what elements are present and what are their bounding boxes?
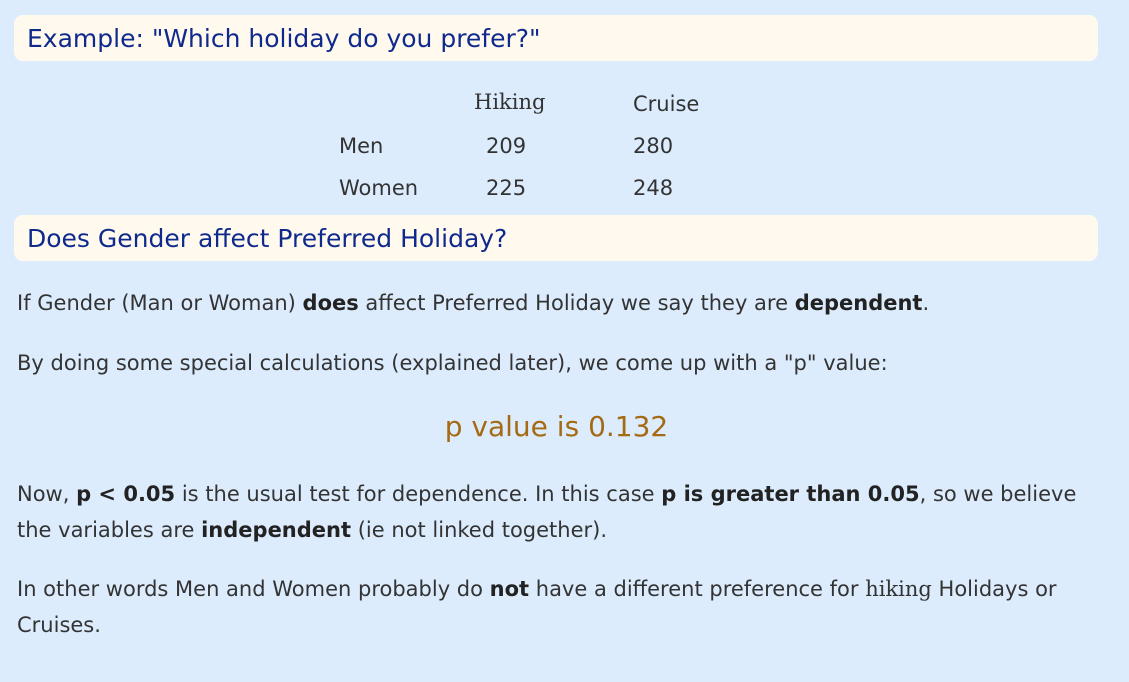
cell-women-cruise: 248: [633, 176, 674, 200]
para3-text-3: , so we believe the variables are: [17, 482, 1077, 542]
question-heading-text: Does Gender affect Preferred Holiday?: [27, 223, 508, 253]
col-header-hiking: Hiking: [474, 90, 546, 114]
row-label-men: Men: [339, 134, 384, 158]
col-header-cruise: Cruise: [633, 92, 700, 116]
paragraph-calculations: By doing some special calculations (expl…: [17, 351, 888, 375]
para1-bold-dependent: dependent: [794, 291, 923, 315]
para4-text-1: In other words Men and Women probably do: [17, 577, 490, 601]
para4-text-3: Holidays or Cruises.: [17, 577, 1057, 637]
para3-bold-independent: independent: [201, 518, 352, 542]
cell-men-cruise: 280: [633, 134, 674, 158]
para1-bold-does: does: [302, 291, 359, 315]
paragraph-test: Now, p < 0.05 is the usual test for depe…: [17, 476, 1112, 548]
para3-text-2: is the usual test for dependence. In thi…: [175, 482, 662, 506]
cell-men-hiking: 209: [486, 134, 527, 158]
para1-text-1: If Gender (Man or Woman): [17, 291, 303, 315]
cell-women-hiking: 225: [486, 176, 527, 200]
para1-text-3: .: [922, 291, 930, 315]
example-heading: Example: "Which holiday do you prefer?": [14, 15, 1098, 61]
para3-text-1: Now,: [17, 482, 77, 506]
para3-bold-greater: p is greater than 0.05: [661, 482, 920, 506]
p-value: p value is 0.132: [444, 410, 669, 443]
example-heading-text: Example: "Which holiday do you prefer?": [27, 23, 541, 53]
para4-text-2: have a different preference for: [529, 577, 866, 601]
para4-bold-not: not: [489, 577, 530, 601]
para3-bold-threshold: p < 0.05: [76, 482, 176, 506]
question-heading: Does Gender affect Preferred Holiday?: [14, 215, 1098, 261]
para4-serif-hiking: hiking: [865, 577, 932, 601]
paragraph-conclusion: In other words Men and Women probably do…: [17, 571, 1112, 643]
para1-text-2: affect Preferred Holiday we say they are: [358, 291, 795, 315]
para3-text-4: (ie not linked together).: [351, 518, 608, 542]
paragraph-dependence: If Gender (Man or Woman) does affect Pre…: [17, 285, 1112, 321]
row-label-women: Women: [339, 176, 419, 200]
